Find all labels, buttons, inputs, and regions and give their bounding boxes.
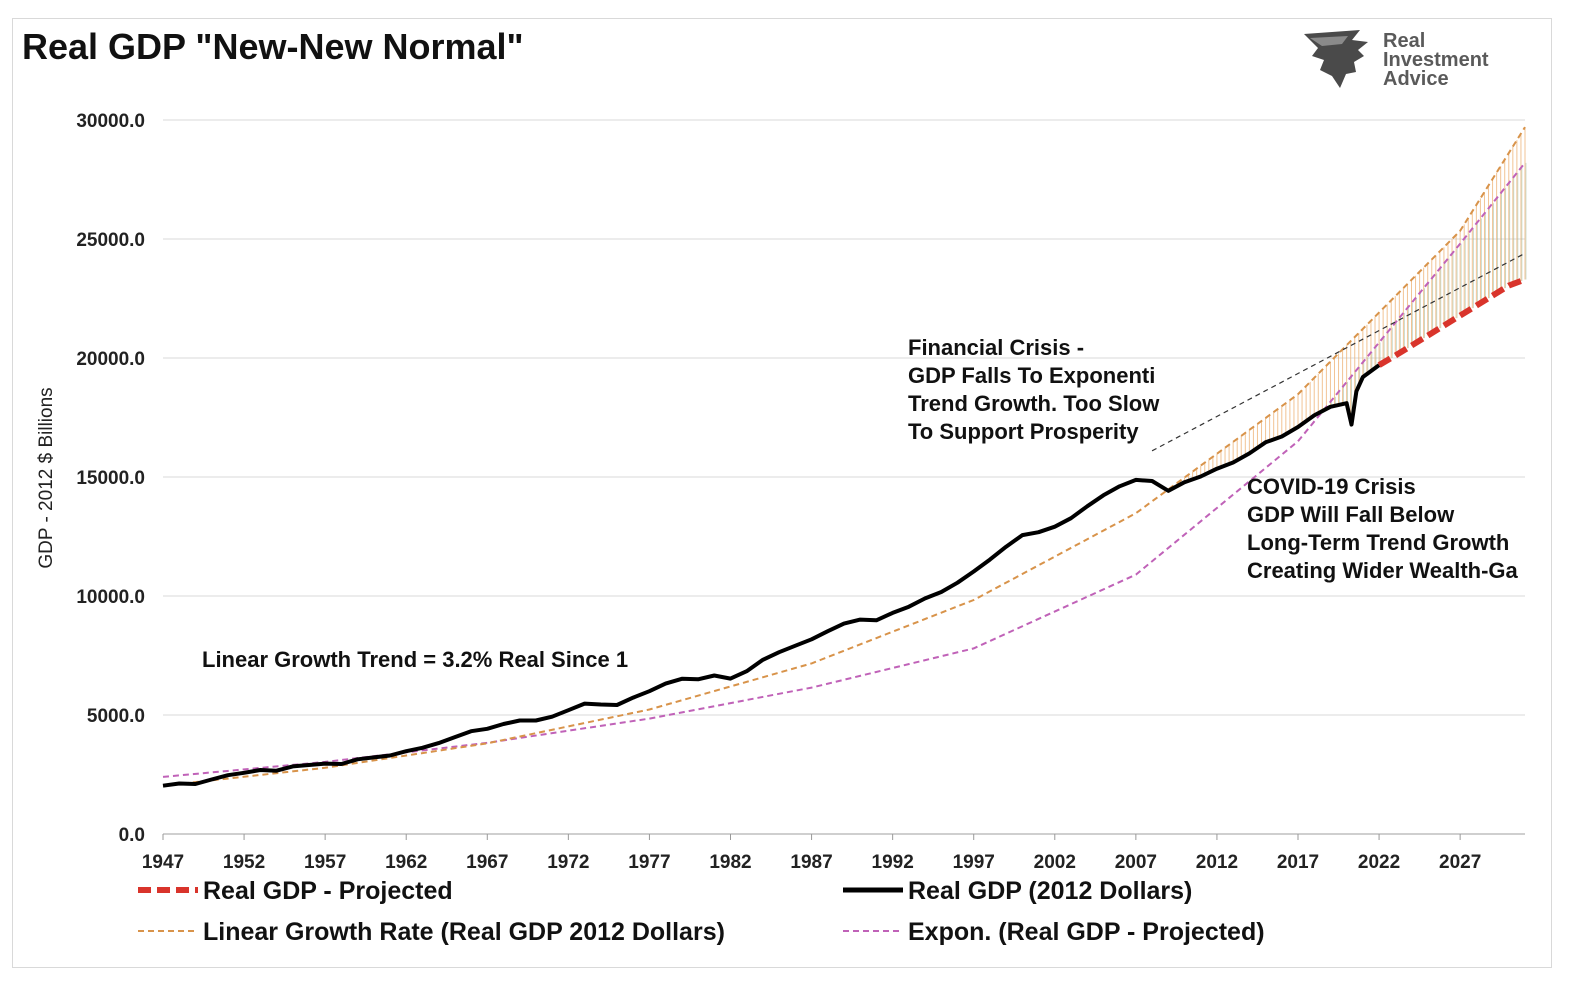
y-tick-label: 10000.0 xyxy=(76,587,145,608)
x-tick-label: 1967 xyxy=(466,852,508,873)
x-tick-label: 1952 xyxy=(223,852,265,873)
y-tick-label: 20000.0 xyxy=(76,349,145,370)
y-tick-label: 5000.0 xyxy=(87,706,145,727)
series-layer xyxy=(162,126,1527,788)
legend-label-real-gdp-2012: Real GDP (2012 Dollars) xyxy=(908,877,1192,905)
series-expon-real-gdp-projected xyxy=(162,162,1526,778)
x-tick-label: 2012 xyxy=(1196,852,1238,873)
x-tick-label: 1977 xyxy=(628,852,670,873)
gap-shading xyxy=(194,127,1527,785)
legend-label-expon: Expon. (Real GDP - Projected) xyxy=(908,918,1265,946)
x-tick-label: 1972 xyxy=(547,852,589,873)
real-investment-advice-logo: Real Investment Advice xyxy=(1298,26,1518,96)
annotation-financial-crisis-1: Financial Crisis - xyxy=(908,335,1084,360)
long-term-trend-line xyxy=(1151,252,1526,452)
x-tick-label: 2007 xyxy=(1115,852,1157,873)
annotation-covid-1: COVID-19 Crisis xyxy=(1247,474,1416,499)
x-tick-label: 1947 xyxy=(142,852,184,873)
eagle-icon xyxy=(1304,30,1368,88)
logo-line-3: Advice xyxy=(1383,68,1449,90)
y-tick-label: 0.0 xyxy=(119,825,145,846)
annotation-financial-crisis-4: To Support Prosperity xyxy=(908,419,1139,444)
x-tick-label: 1987 xyxy=(790,852,832,873)
annotation-covid-3: Long-Term Trend Growth xyxy=(1247,530,1509,555)
series-real-gdp-2012-dollars xyxy=(162,363,1381,788)
axes: 0.0 5000.0 10000.0 15000.0 20000.0 25000.0 300… xyxy=(76,111,1525,873)
y-tick-label: 30000.0 xyxy=(76,111,145,132)
chart-title: Real GDP "New-New Normal" xyxy=(22,26,524,67)
y-tick-label: 25000.0 xyxy=(76,230,145,251)
x-tick-label: 2002 xyxy=(1034,852,1076,873)
gridlines xyxy=(163,119,1525,716)
legend: Real GDP - Projected Real GDP (2012 Doll… xyxy=(138,877,1265,946)
annotation-financial-crisis-3: Trend Growth. Too Slow xyxy=(908,391,1160,416)
y-tick-label: 15000.0 xyxy=(76,468,145,489)
legend-label-real-gdp-projected: Real GDP - Projected xyxy=(203,877,453,905)
x-tick-label: 2027 xyxy=(1439,852,1481,873)
chart-frame xyxy=(12,18,1552,968)
logo-line-1: Real xyxy=(1383,30,1426,52)
annotation-covid-4: Creating Wider Wealth-Ga xyxy=(1247,558,1519,583)
series-linear-growth-rate xyxy=(162,126,1526,787)
logo-line-2: Investment xyxy=(1383,49,1489,71)
x-tick-label: 1957 xyxy=(304,852,346,873)
annotation-covid-2: GDP Will Fall Below xyxy=(1247,502,1455,527)
x-tick-label: 1997 xyxy=(953,852,995,873)
x-tick-label: 1962 xyxy=(385,852,427,873)
x-tick-label: 1982 xyxy=(709,852,751,873)
x-tick-label: 2022 xyxy=(1358,852,1400,873)
logo-wordmark: Real Investment Advice xyxy=(1383,30,1489,90)
x-tick-label: 1992 xyxy=(872,852,914,873)
y-axis-title: GDP - 2012 $ Billions xyxy=(36,387,57,568)
annotation-financial-crisis-2: GDP Falls To Exponenti xyxy=(908,363,1155,388)
legend-label-linear-growth: Linear Growth Rate (Real GDP 2012 Dollar… xyxy=(203,918,725,946)
x-tick-label: 2017 xyxy=(1277,852,1319,873)
annotation-linear-trend: Linear Growth Trend = 3.2% Real Since 1 xyxy=(202,647,628,672)
series-real-gdp-projected xyxy=(1377,276,1527,368)
